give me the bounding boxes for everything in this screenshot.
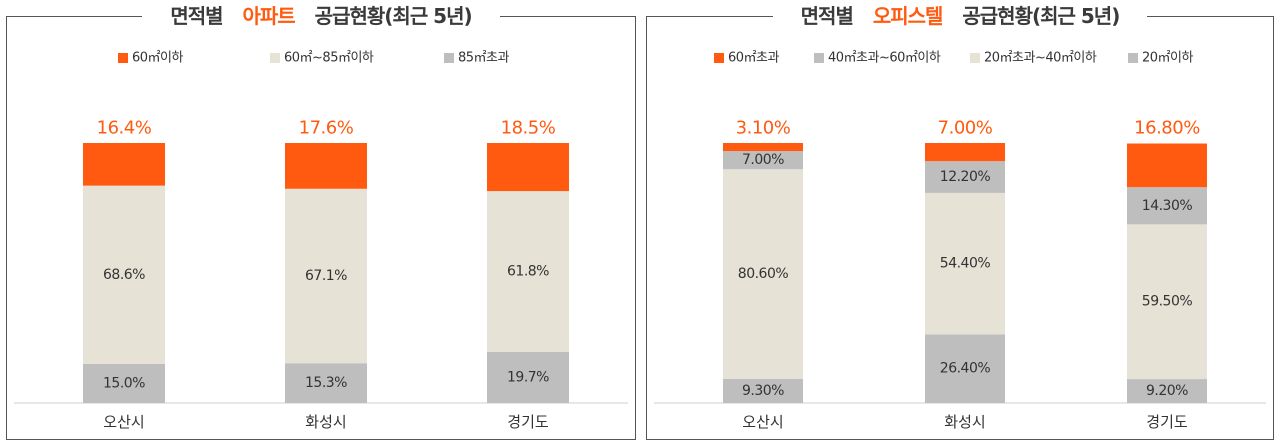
- bar-segment: [285, 143, 367, 189]
- bar-segment: [83, 185, 165, 364]
- data-label: 61.8%: [507, 263, 549, 279]
- data-label: 9.30%: [742, 383, 784, 399]
- title-highlight: 아파트: [242, 4, 296, 28]
- bar-segment: [925, 192, 1005, 335]
- bar-segment: [285, 188, 367, 364]
- legend-entry: 85㎡초과: [458, 51, 510, 66]
- data-label: 12.20%: [940, 169, 991, 185]
- data-label: 7.00%: [742, 152, 784, 168]
- title-prefix: 면적별: [786, 4, 873, 28]
- data-label: 16.4%: [97, 118, 152, 139]
- data-label: 15.3%: [305, 375, 347, 391]
- category-label: 화성시: [944, 413, 985, 431]
- legend-swatch: [444, 53, 454, 63]
- legend-swatch: [714, 53, 724, 63]
- bar-segment: [83, 143, 165, 186]
- bar-segment: [925, 143, 1005, 162]
- legend-entry: 20㎡이하: [1142, 51, 1194, 66]
- chart-title: 면적별 오피스텔 공급현황(최근 5년): [646, 0, 1274, 34]
- legend-swatch: [270, 53, 280, 63]
- bar-segment: [1127, 379, 1207, 403]
- data-label: 17.6%: [299, 118, 354, 139]
- bar-segment: [1127, 224, 1207, 380]
- bar-segment: [1127, 187, 1207, 225]
- chart-title: 면적별 아파트 공급현황(최근 5년): [6, 0, 636, 34]
- legend-entry: 60㎡~85㎡이하: [284, 51, 374, 66]
- bar-segment: [83, 364, 165, 403]
- data-label: 9.20%: [1146, 383, 1188, 399]
- bar-segment: [723, 378, 803, 403]
- officetel-stacked-bar-chart: 60㎡초과 40㎡초과~60㎡이하 20㎡초과~40㎡이하 20㎡이하 9.30% 80.…: [654, 51, 1266, 431]
- data-label: 18.5%: [501, 118, 556, 139]
- data-label: 7.00%: [938, 118, 993, 139]
- legend-swatch: [970, 53, 980, 63]
- title-highlight: 오피스텔: [872, 4, 943, 28]
- bar-segment: [925, 334, 1005, 403]
- data-label: 16.80%: [1134, 118, 1200, 139]
- category-label: 화성시: [305, 413, 346, 431]
- legend-entry: 40㎡초과~60㎡이하: [828, 51, 941, 66]
- officetel-chart-panel: 면적별 오피스텔 공급현황(최근 5년) 60㎡초과 40㎡초과~60㎡이하 20㎡…: [646, 0, 1274, 446]
- category-label: 경기도: [1146, 413, 1188, 431]
- title-suffix: 공급현황(최근 5년): [294, 4, 486, 28]
- bar-segment: [925, 161, 1005, 193]
- data-label: 15.0%: [103, 376, 145, 392]
- data-label: 14.30%: [1142, 198, 1193, 214]
- data-label: 59.50%: [1142, 294, 1193, 310]
- category-label: 오산시: [103, 413, 144, 431]
- legend-entry: 60㎡초과: [728, 51, 780, 66]
- bar-segment: [487, 351, 569, 403]
- apartment-chart-panel: 면적별 아파트 공급현황(최근 5년) 60㎡이하 60㎡~85㎡이하 85㎡초과 1…: [6, 0, 636, 446]
- data-label: 54.40%: [940, 256, 991, 272]
- legend-swatch: [814, 53, 824, 63]
- bar-segment: [487, 143, 569, 192]
- bar-segment: [1127, 143, 1207, 188]
- bar-segment: [723, 143, 803, 152]
- data-label: 67.1%: [305, 268, 347, 284]
- title-suffix: 공급현황(최근 5년): [942, 4, 1134, 28]
- data-label: 68.6%: [103, 267, 145, 283]
- bar-segment: [487, 191, 569, 352]
- data-label: 26.40%: [940, 361, 991, 377]
- legend-swatch: [118, 53, 128, 63]
- data-label: 3.10%: [736, 118, 791, 139]
- data-label: 80.60%: [738, 266, 789, 282]
- title-prefix: 면적별: [156, 4, 243, 28]
- legend-entry: 60㎡이하: [132, 51, 184, 66]
- bar-segment: [285, 363, 367, 403]
- bar-segment: [723, 169, 803, 379]
- legend-swatch: [1128, 53, 1138, 63]
- legend-entry: 20㎡초과~40㎡이하: [984, 51, 1097, 66]
- category-label: 오산시: [742, 413, 783, 431]
- apartment-stacked-bar-chart: 60㎡이하 60㎡~85㎡이하 85㎡초과 15.0% 68.6% 16.4% 오산시 15.…: [14, 51, 628, 431]
- bar-segment: [723, 151, 803, 170]
- category-label: 경기도: [507, 413, 549, 431]
- data-label: 19.7%: [507, 369, 549, 385]
